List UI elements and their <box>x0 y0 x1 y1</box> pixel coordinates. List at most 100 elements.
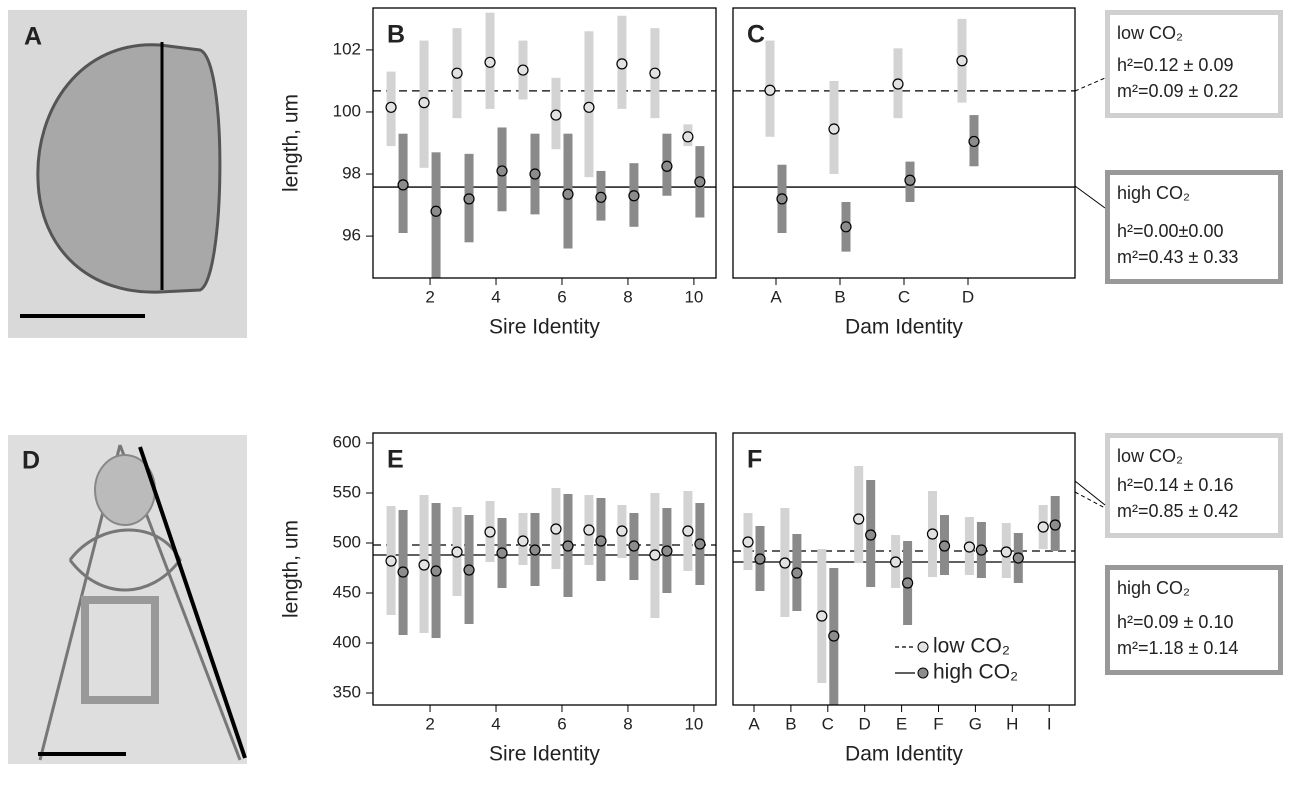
point <box>649 67 661 79</box>
annotation-box <box>1105 10 1283 118</box>
x-tick-label: 2 <box>425 287 434 306</box>
point <box>649 549 661 561</box>
point <box>562 188 574 200</box>
annotation-line: h²=0.09 ± 0.10 <box>1117 612 1233 632</box>
y-tick-label: 102 <box>333 39 361 58</box>
point <box>779 557 791 569</box>
x-tick-label: 8 <box>623 287 632 306</box>
annotation-line: m²=0.85 ± 0.42 <box>1117 501 1238 521</box>
annotation-title: high CO₂ <box>1117 183 1190 203</box>
y-tick-label: 400 <box>333 632 361 651</box>
x-tick-label: 10 <box>684 287 703 306</box>
point <box>865 529 877 541</box>
annotation-line: h²=0.00±0.00 <box>1117 221 1223 241</box>
point <box>595 535 607 547</box>
x-tick-label: B <box>834 287 845 306</box>
annotation-title: low CO₂ <box>1117 23 1183 43</box>
point <box>764 84 776 96</box>
legend-label: low CO₂ <box>933 635 1010 658</box>
x-tick-label: B <box>785 714 796 733</box>
annotation-box <box>1105 433 1283 538</box>
point <box>562 540 574 552</box>
point <box>550 109 562 121</box>
x-tick-label: F <box>933 714 943 733</box>
point <box>694 538 706 550</box>
y-tick-label: 450 <box>333 582 361 601</box>
point <box>451 546 463 558</box>
x-tick-label: I <box>1047 714 1052 733</box>
point <box>484 526 496 538</box>
photo-d: D <box>8 435 247 764</box>
point <box>682 525 694 537</box>
y-tick-label: 550 <box>333 482 361 501</box>
x-tick-label: 4 <box>491 287 500 306</box>
point <box>828 630 840 642</box>
point <box>975 544 988 556</box>
annotation-line: h²=0.14 ± 0.16 <box>1117 475 1233 495</box>
point <box>889 556 902 568</box>
x-tick-label: 6 <box>557 714 566 733</box>
point <box>901 577 914 589</box>
y-tick-label: 600 <box>333 432 361 451</box>
y-axis-label: length, um <box>280 520 303 618</box>
x-tick-label: H <box>1006 714 1018 733</box>
point <box>1037 521 1049 533</box>
point <box>583 101 595 113</box>
point <box>529 168 541 180</box>
x-axis-label: Dam Identity <box>845 743 963 766</box>
point <box>892 78 904 90</box>
point <box>529 544 541 556</box>
x-tick-label: A <box>748 714 760 733</box>
y-tick-label: 500 <box>333 532 361 551</box>
x-tick-label: 8 <box>623 714 632 733</box>
point <box>397 179 409 191</box>
point <box>968 135 980 148</box>
point <box>463 193 475 205</box>
point <box>418 559 430 571</box>
x-tick-label: A <box>770 287 782 306</box>
annotation-box <box>1105 565 1283 675</box>
point <box>776 193 788 205</box>
legend-label: high CO₂ <box>933 661 1018 684</box>
point <box>1049 519 1061 531</box>
legend-marker <box>917 667 929 679</box>
point <box>840 221 852 233</box>
point <box>550 523 562 535</box>
plot-frame <box>372 432 717 706</box>
point <box>926 528 939 540</box>
panel-letter: B <box>387 21 405 49</box>
x-axis-label: Sire Identity <box>489 316 600 339</box>
point <box>496 547 508 559</box>
panel-letter: A <box>24 23 42 51</box>
point <box>418 97 430 109</box>
x-tick-label: D <box>859 714 871 733</box>
panel-letter: F <box>747 446 762 474</box>
connector <box>1074 491 1106 509</box>
point <box>484 56 496 68</box>
point <box>451 67 463 79</box>
point <box>1012 552 1024 564</box>
point <box>661 545 673 557</box>
y-tick-label: 96 <box>342 226 361 245</box>
point <box>963 541 976 553</box>
x-tick-label: E <box>896 714 907 733</box>
point <box>616 525 628 537</box>
panel-letter: D <box>22 447 40 475</box>
x-tick-label: 10 <box>684 714 703 733</box>
point <box>496 165 508 177</box>
annotation-line: m²=0.43 ± 0.33 <box>1117 247 1238 267</box>
annotation-line: h²=0.12 ± 0.09 <box>1117 55 1233 75</box>
point <box>430 565 442 577</box>
point <box>595 191 607 203</box>
x-axis-label: Sire Identity <box>489 743 600 766</box>
point <box>583 524 595 536</box>
annotation-box <box>1105 170 1283 284</box>
photo-a: A <box>8 10 247 338</box>
point <box>1000 546 1012 558</box>
x-tick-label: 2 <box>425 714 434 733</box>
connector <box>1074 480 1106 506</box>
point <box>430 205 442 217</box>
point <box>754 553 766 565</box>
x-tick-label: C <box>822 714 834 733</box>
y-tick-label: 350 <box>333 682 361 701</box>
